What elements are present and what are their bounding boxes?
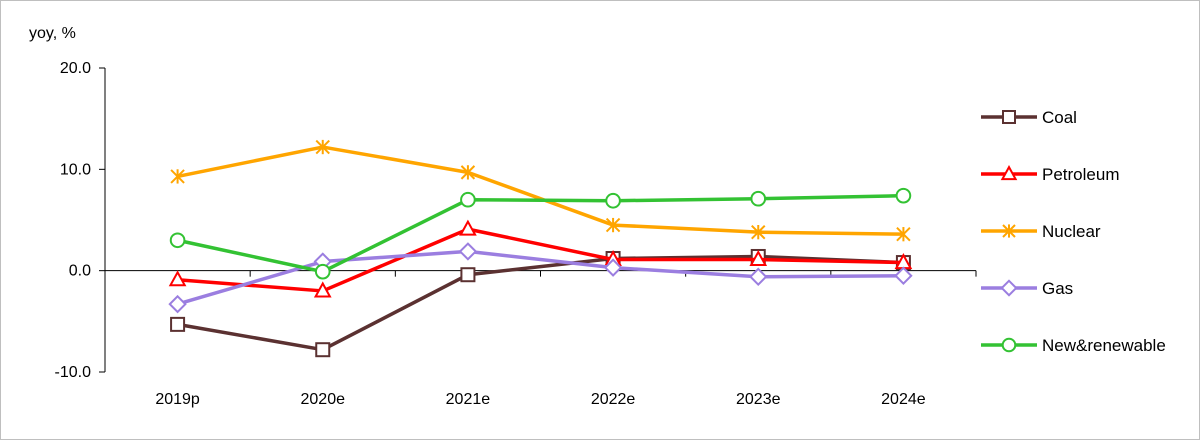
axes: 20.0 10.0 0.0 -10.0 2019p 2020e 2021e 2022e 2023…	[55, 60, 977, 408]
data-point-gas	[168, 294, 187, 314]
series-line-gas	[177, 249, 904, 306]
x-tick-label: 2021e	[446, 391, 491, 408]
data-point-petroleum	[313, 281, 332, 298]
data-point-gas	[603, 258, 623, 277]
legend-marker	[1002, 110, 1016, 124]
data-point-new-renewable	[605, 192, 621, 209]
x-tick-label: 2024e	[881, 391, 926, 408]
data-point-coal	[315, 342, 331, 358]
legend-label: New&renewable	[1042, 336, 1166, 355]
data-point-gas	[894, 266, 913, 285]
legend-label: Gas	[1042, 279, 1073, 298]
data-point-nuclear	[896, 226, 911, 242]
legend-item-coal: Coal	[981, 108, 1077, 127]
data-point-new-renewable	[460, 191, 476, 208]
x-tick-label: 2023e	[736, 391, 781, 408]
series-nuclear	[170, 139, 911, 242]
legend-item-new-renewable: New&renewable	[981, 336, 1166, 355]
x-tick-label: 2020e	[301, 391, 346, 408]
series-layer	[168, 139, 913, 358]
legend-marker	[1002, 224, 1016, 238]
series-new-renewable	[169, 187, 912, 280]
data-point-gas	[458, 242, 478, 261]
x-tick-label: 2022e	[591, 391, 636, 408]
legend-marker	[1000, 279, 1018, 297]
y-tick-label: 0.0	[69, 263, 91, 280]
y-tick-label: 10.0	[60, 161, 91, 178]
data-point-nuclear	[605, 217, 621, 233]
data-point-nuclear	[751, 224, 766, 240]
series-line-coal	[177, 254, 904, 352]
legend-marker	[1000, 165, 1018, 181]
series-coal	[170, 248, 911, 358]
y-axis-unit-label: yoy, %	[29, 25, 76, 42]
data-point-gas	[749, 267, 768, 286]
data-point-new-renewable	[750, 190, 767, 207]
data-point-coal	[460, 267, 476, 283]
data-point-nuclear	[460, 165, 476, 180]
data-point-petroleum	[459, 219, 477, 236]
legend-item-nuclear: Nuclear	[981, 222, 1101, 241]
data-point-petroleum	[749, 249, 768, 267]
data-point-nuclear	[315, 139, 330, 155]
legend-label: Coal	[1042, 108, 1077, 127]
x-tick-label: 2019p	[155, 391, 200, 408]
legend-item-gas: Gas	[981, 279, 1073, 298]
legend: Coal Petroleum Nuclear Gas New&renewable	[981, 108, 1166, 355]
series-gas	[168, 242, 913, 314]
series-line-nuclear	[177, 145, 904, 236]
legend-label: Nuclear	[1042, 222, 1101, 241]
data-point-petroleum	[168, 270, 187, 287]
data-point-coal	[170, 316, 186, 332]
y-tick-label: -10.0	[55, 364, 92, 381]
data-point-new-renewable	[314, 263, 331, 280]
data-point-new-renewable	[895, 187, 912, 204]
series-line-petroleum	[177, 227, 904, 293]
legend-item-petroleum: Petroleum	[981, 165, 1119, 184]
data-point-nuclear	[170, 169, 185, 184]
legend-label: Petroleum	[1042, 165, 1119, 184]
y-tick-label: 20.0	[60, 60, 91, 77]
legend-marker	[1001, 337, 1017, 353]
series-line-new-renewable	[177, 193, 904, 274]
data-point-new-renewable	[169, 232, 186, 249]
